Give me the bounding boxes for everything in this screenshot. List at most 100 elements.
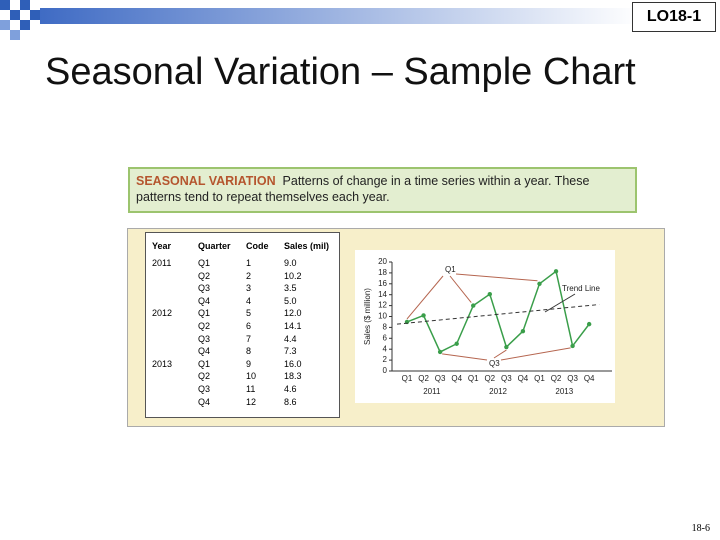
annotation: Q3 — [489, 359, 500, 368]
header-decoration — [0, 0, 640, 40]
table-cell: 5.0 — [284, 295, 297, 306]
table-cell: Q3 — [198, 384, 211, 394]
term: SEASONAL VARIATION — [136, 174, 276, 188]
column-header: Quarter — [198, 241, 231, 251]
data-point — [504, 344, 509, 350]
page-number: 18-6 — [691, 523, 710, 534]
column-header: Code — [246, 241, 269, 251]
x-tick-label: Q4 — [584, 374, 595, 383]
data-point — [520, 329, 526, 334]
table-cell: Q3 — [198, 283, 211, 294]
column-header: Year — [152, 241, 172, 251]
table-cell: 9 — [246, 358, 252, 369]
data-point — [570, 343, 575, 349]
annotation-arrow — [544, 293, 576, 313]
chart-area — [355, 250, 615, 403]
table-cell: 8.6 — [284, 396, 297, 407]
annotation-arrow — [442, 353, 488, 361]
y-tick-label: 14 — [378, 290, 387, 299]
data-point — [537, 281, 542, 286]
slide-title: Seasonal Variation – Sample Chart — [45, 51, 636, 93]
table-cell: 2013 — [152, 358, 173, 369]
table-cell: 4 — [246, 295, 252, 306]
trend-line — [396, 304, 600, 325]
data-point — [553, 269, 559, 274]
table-cell: 1 — [246, 258, 252, 268]
y-tick-label: 18 — [378, 268, 387, 277]
definition: Patterns of change in a time series with… — [136, 174, 590, 204]
year-label: 2013 — [555, 387, 573, 396]
table-cell: 2012 — [152, 308, 173, 319]
data-point — [454, 341, 459, 346]
y-tick-label: 4 — [383, 344, 388, 353]
table-cell: 4.4 — [284, 333, 297, 344]
x-tick-label: Q2 — [484, 374, 495, 383]
table-cell: Q2 — [198, 371, 211, 382]
table-cell: Q1 — [198, 308, 211, 319]
annotation: Q1 — [445, 265, 456, 274]
table-cell: Q1 — [198, 358, 211, 369]
annotation-arrow — [406, 275, 444, 320]
y-tick-label: 0 — [383, 366, 388, 375]
x-tick-label: Q3 — [501, 374, 512, 383]
table-cell: 18.3 — [284, 371, 302, 382]
x-tick-label: Q2 — [418, 374, 429, 383]
x-tick-label: Q4 — [518, 374, 529, 383]
x-tick-label: Q1 — [468, 374, 479, 383]
table-cell: 12.0 — [284, 308, 302, 319]
table-cell: 16.0 — [284, 358, 302, 369]
x-tick-label: Q3 — [435, 374, 446, 383]
table-cell: 14.1 — [284, 321, 302, 331]
table-cell: 11 — [246, 384, 256, 394]
x-tick-label: Q2 — [551, 374, 562, 383]
data-point — [421, 313, 426, 318]
table-cell: 8 — [246, 346, 252, 357]
series-line — [406, 269, 590, 353]
table-cell: 12 — [246, 396, 257, 407]
x-tick-label: Q1 — [402, 374, 413, 383]
table-cell: 6 — [246, 321, 252, 331]
table-cell: 10 — [246, 371, 257, 382]
annotation-arrow — [493, 349, 507, 359]
table-cell: 2011 — [152, 258, 172, 268]
table-cell: 7.3 — [284, 346, 297, 357]
table-cell: 4.6 — [284, 384, 297, 394]
annotation-arrow — [449, 275, 472, 303]
data-point — [437, 349, 443, 355]
annotation-arrow — [500, 347, 571, 361]
column-header: Sales (mil) — [284, 241, 330, 251]
trend-label: Trend Line — [562, 284, 601, 293]
x-tick-label: Q1 — [534, 374, 545, 383]
data-table: Year Quarter Code Sales (mil) 2011 Q1 1 9.0 Q2 2 1… — [145, 232, 340, 418]
definition-box: SEASONAL VARIATION Patterns of change in… — [128, 167, 637, 213]
table-cell: 7 — [246, 333, 252, 344]
y-tick-label: 10 — [378, 312, 387, 321]
table-cell: 3 — [246, 283, 252, 294]
y-tick-label: 2 — [383, 355, 388, 364]
data-point — [471, 303, 476, 308]
table-cell: 2 — [246, 270, 252, 281]
table-cell: Q1 — [198, 258, 211, 268]
x-tick-label: Q3 — [567, 374, 578, 383]
data-point — [487, 291, 492, 297]
table-cell: Q4 — [198, 346, 211, 357]
table-cell: 5 — [246, 308, 252, 319]
y-tick-label: 12 — [378, 301, 387, 310]
table-cell: 3.5 — [284, 283, 297, 294]
y-tick-label: 20 — [378, 257, 387, 266]
data-point — [586, 321, 592, 327]
year-label: 2012 — [489, 387, 507, 396]
table-cell: Q2 — [198, 321, 211, 331]
table-cell: 10.2 — [284, 270, 302, 281]
table-cell: Q4 — [198, 295, 211, 306]
y-tick-label: 6 — [383, 333, 388, 342]
table-cell: 9.0 — [284, 258, 297, 268]
year-label: 2011 — [423, 387, 441, 396]
lo-code: LO18-1 — [632, 2, 716, 32]
table-cell: Q3 — [198, 333, 211, 344]
annotation-arrow — [455, 273, 538, 282]
y-tick-label: 16 — [378, 279, 387, 288]
y-axis-label: Sales ($ million) — [363, 288, 372, 345]
